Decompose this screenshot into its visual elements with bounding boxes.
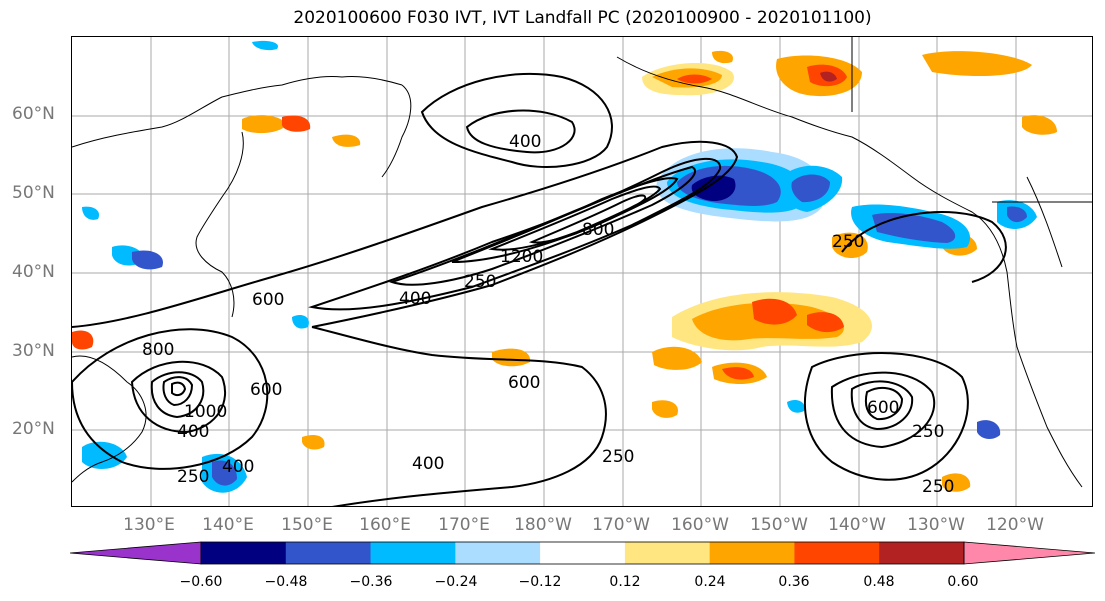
ivt-contours bbox=[72, 72, 1007, 506]
contour-250-south bbox=[311, 326, 607, 506]
contour-label: 600 bbox=[250, 380, 282, 400]
colorbar-extend-low bbox=[70, 542, 201, 564]
kamchatka-coast bbox=[381, 84, 412, 178]
gridlines bbox=[72, 37, 1092, 506]
contour-600-typhoon bbox=[72, 328, 269, 470]
china-coast bbox=[72, 355, 147, 483]
contour-label: 400 bbox=[399, 289, 431, 309]
contour-label: 250 bbox=[177, 467, 209, 487]
contour-1000-typhoon bbox=[150, 371, 205, 419]
contour-400-inner bbox=[465, 109, 576, 154]
colorbar-extend-high bbox=[964, 542, 1095, 564]
contour-400-jet bbox=[308, 157, 722, 311]
contour-label: 1000 bbox=[184, 402, 227, 422]
lon-label-140e: 140°E bbox=[202, 515, 254, 535]
negative-pc-shading bbox=[82, 40, 1037, 493]
contour-label: 800 bbox=[582, 220, 614, 240]
contour-label: 400 bbox=[222, 457, 254, 477]
contour-label: 600 bbox=[252, 290, 284, 310]
lat-label-60n: 60°N bbox=[12, 104, 55, 124]
contour-600-hurricane bbox=[850, 380, 914, 431]
colorbar-tick-label: 0.60 bbox=[947, 574, 979, 590]
lon-label-130w: 130°W bbox=[907, 515, 965, 535]
lon-label-140w: 140°W bbox=[828, 515, 886, 535]
colorbar-tick-label: −0.48 bbox=[264, 574, 308, 590]
contour-label: 400 bbox=[509, 132, 541, 152]
colorbar bbox=[70, 541, 1095, 565]
lon-label-170e: 170°E bbox=[438, 515, 490, 535]
colorbar-tick-label: 0.36 bbox=[778, 574, 810, 590]
lon-label-130e: 130°E bbox=[123, 515, 175, 535]
contour-labels: 400 250 1200 800 400 250 600 600 800 100… bbox=[142, 132, 954, 497]
lon-label-180w: 180°W bbox=[514, 515, 572, 535]
lat-label-50n: 50°N bbox=[12, 183, 55, 203]
contour-label: 600 bbox=[508, 373, 540, 393]
contour-1200-jet bbox=[528, 194, 647, 244]
contour-label: 250 bbox=[464, 272, 496, 292]
colorbar-tick-label: −0.60 bbox=[179, 574, 223, 590]
lon-label-120w: 120°W bbox=[986, 515, 1044, 535]
map-panel: 400 250 1200 800 400 250 600 600 800 100… bbox=[71, 36, 1093, 507]
colorbar-tick-label: −0.24 bbox=[434, 574, 478, 590]
contour-label: 250 bbox=[922, 477, 954, 497]
contour-800-jet bbox=[451, 177, 679, 263]
contour-label: 400 bbox=[412, 454, 444, 474]
contour-400-north bbox=[420, 72, 613, 168]
contour-label: 1200 bbox=[500, 247, 543, 267]
contour-250-hurricane bbox=[804, 352, 969, 481]
contour-250-gulf bbox=[841, 211, 1007, 283]
contour-400-hurricane bbox=[830, 371, 935, 449]
contour-label: 250 bbox=[832, 232, 864, 252]
colorbar-outline bbox=[200, 541, 965, 565]
contour-1400-typhoon bbox=[171, 381, 187, 397]
colorbar-segment bbox=[709, 542, 795, 564]
contour-800-typhoon bbox=[130, 360, 227, 434]
contour-250-main bbox=[72, 140, 739, 328]
contour-800-hurricane bbox=[864, 386, 904, 421]
colorbar-tick-label: −0.36 bbox=[349, 574, 393, 590]
colorbar-tick-label: 0.12 bbox=[609, 574, 641, 590]
canada-inland-line bbox=[1026, 176, 1063, 268]
map-canvas: 400 250 1200 800 400 250 600 600 800 100… bbox=[72, 37, 1092, 506]
contour-label: 800 bbox=[142, 340, 174, 360]
colorbar-segment bbox=[455, 542, 541, 564]
map-title: 2020100600 F030 IVT, IVT Landfall PC (20… bbox=[293, 8, 872, 28]
colorbar-segment bbox=[794, 542, 880, 564]
lon-label-160e: 160°E bbox=[359, 515, 411, 535]
lon-label-150e: 150°E bbox=[281, 515, 333, 535]
colorbar-segment bbox=[370, 542, 456, 564]
north-america-coast bbox=[616, 56, 1083, 488]
lon-label-160w: 160°W bbox=[671, 515, 729, 535]
contour-label: 400 bbox=[177, 422, 209, 442]
colorbar-segment bbox=[540, 542, 626, 564]
contour-label: 250 bbox=[602, 447, 634, 467]
contour-label: 600 bbox=[867, 398, 899, 418]
lat-label-30n: 30°N bbox=[12, 341, 55, 361]
japan-sakhalin-coast bbox=[195, 131, 244, 318]
contour-label: 250 bbox=[912, 422, 944, 442]
lon-label-170w: 170°W bbox=[592, 515, 650, 535]
colorbar-segment bbox=[879, 542, 965, 564]
colorbar-segment bbox=[201, 542, 287, 564]
lat-label-40n: 40°N bbox=[12, 262, 55, 282]
contour-1200-typhoon bbox=[162, 376, 194, 407]
colorbar-tick-label: 0.48 bbox=[863, 574, 895, 590]
positive-pc-shading bbox=[72, 50, 1057, 492]
lat-label-20n: 20°N bbox=[12, 419, 55, 439]
colorbar-segment bbox=[285, 542, 372, 564]
colorbar-tick-label: −0.12 bbox=[518, 574, 562, 590]
colorbar-tick-label: 0.24 bbox=[694, 574, 726, 590]
colorbar-segments bbox=[70, 542, 1095, 564]
lon-label-150w: 150°W bbox=[750, 515, 808, 535]
coastlines bbox=[72, 37, 1092, 488]
siberia-coast bbox=[72, 76, 403, 148]
colorbar-segment bbox=[624, 542, 711, 564]
